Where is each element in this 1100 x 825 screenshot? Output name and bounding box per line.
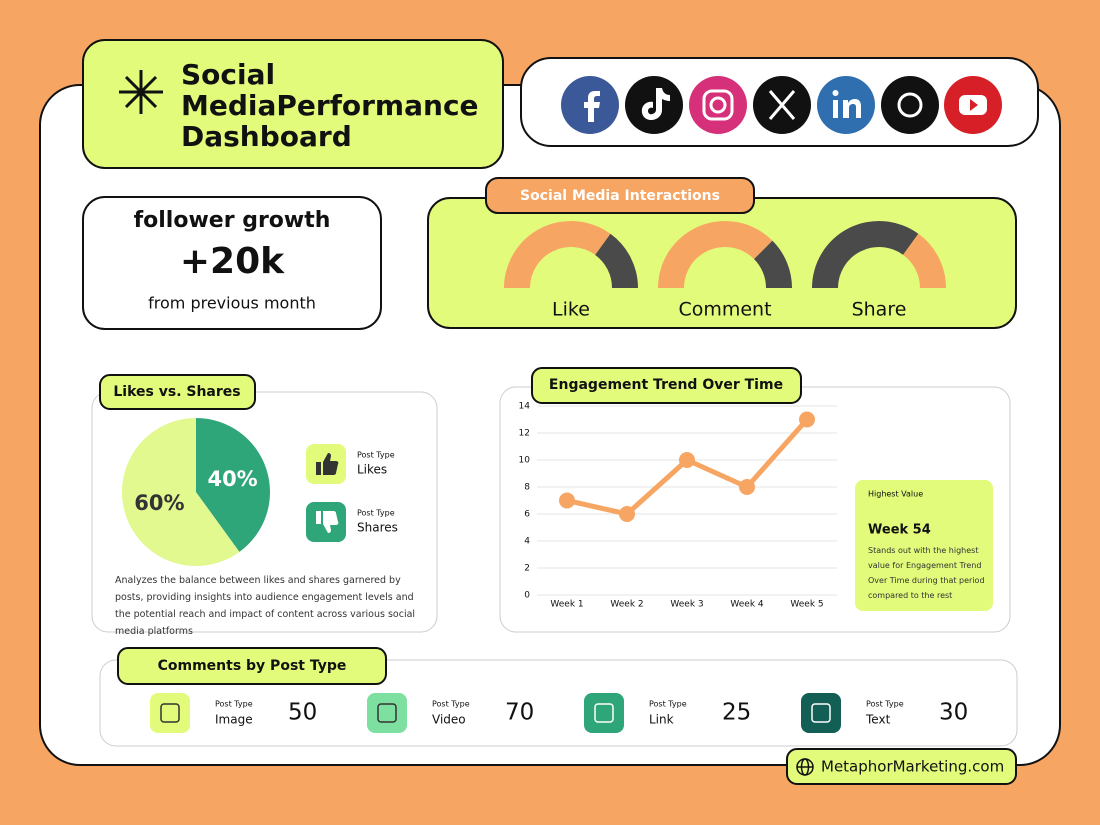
legend-caption: Post Type	[357, 451, 395, 460]
trend-point	[799, 411, 815, 428]
post-type-label: Image	[215, 713, 253, 727]
x-tick-label: Week 5	[790, 600, 823, 610]
y-tick-label: 8	[524, 483, 530, 493]
gauge-track	[812, 221, 919, 288]
y-tick-label: 14	[519, 402, 531, 412]
pie-title: Likes vs. Shares	[113, 384, 240, 400]
pie-label: 60%	[134, 491, 184, 515]
post-type-icon	[584, 693, 624, 733]
comments-header	[117, 647, 387, 685]
pie-header	[99, 374, 256, 410]
trend-point	[619, 506, 635, 522]
post-type-label: Text	[865, 713, 891, 727]
annotation-title: Week 54	[868, 523, 931, 538]
post-type-glyph	[160, 703, 180, 723]
post-type-icon	[150, 693, 190, 733]
y-tick-label: 4	[524, 537, 530, 547]
gauge-label: Share	[852, 299, 907, 321]
x-tick-label: Week 2	[610, 600, 643, 610]
post-type-caption: Post Type	[866, 700, 904, 709]
website: MetaphorMarketing.com	[821, 758, 1004, 776]
gauge-value	[903, 233, 946, 288]
line-title: Engagement Trend Over Time	[549, 377, 783, 393]
y-tick-label: 6	[524, 510, 530, 520]
trend-point	[679, 452, 695, 468]
legend-label: Shares	[357, 521, 398, 535]
post-type-value: 30	[939, 700, 968, 726]
y-tick-label: 10	[519, 456, 531, 466]
post-type-label: Video	[432, 713, 466, 727]
post-type-glyph	[594, 703, 614, 723]
gauge-label: Like	[552, 299, 590, 321]
comments-title: Comments by Post Type	[158, 658, 347, 674]
post-type-value: 50	[288, 700, 317, 726]
pie-label: 40%	[207, 467, 257, 491]
gauge-value	[504, 221, 611, 288]
y-tick-label: 2	[524, 564, 530, 574]
pie-slice	[122, 418, 240, 566]
post-type-glyph	[377, 703, 397, 723]
gauge-track	[753, 240, 792, 288]
gauge-label: Comment	[678, 299, 771, 321]
post-type-value: 70	[505, 700, 534, 726]
title-line: MediaPerformance	[181, 89, 479, 122]
legend-caption: Post Type	[357, 509, 395, 518]
x-tick-label: Week 1	[550, 600, 583, 610]
website-pill	[786, 748, 1017, 785]
post-type-value: 25	[722, 700, 751, 726]
gauge-track	[595, 233, 638, 288]
post-type-caption: Post Type	[215, 700, 253, 709]
post-type-caption: Post Type	[649, 700, 687, 709]
social-icons	[561, 76, 1002, 134]
trend-point	[739, 479, 755, 495]
title-line: Dashboard	[181, 120, 352, 153]
gauge-value	[658, 221, 773, 288]
annotation-text: Stands out with the highest value for En…	[868, 546, 985, 600]
title-box	[82, 39, 504, 169]
thumbs-up-icon	[316, 453, 339, 475]
follower-title: follower growth	[134, 208, 331, 233]
follower-subtitle: from previous month	[148, 294, 316, 313]
interactions-title: Social Media Interactions	[520, 188, 720, 204]
y-tick-label: 0	[524, 591, 530, 601]
line-header	[531, 367, 802, 404]
pie-description: Analyzes the balance between likes and s…	[115, 575, 416, 637]
thumbs-down-icon	[316, 511, 339, 533]
x-tick-label: Week 3	[670, 600, 703, 610]
post-type-icon	[367, 693, 407, 733]
trend-point	[559, 492, 575, 509]
post-type-caption: Post Type	[432, 700, 470, 709]
legend-label: Likes	[357, 463, 387, 477]
annotation-box	[855, 480, 993, 611]
annotation-heading: Highest Value	[868, 490, 923, 499]
y-tick-label: 12	[519, 429, 530, 439]
star-icon	[119, 70, 163, 114]
post-type-glyph	[811, 703, 831, 723]
post-type-label: Link	[649, 713, 674, 727]
x-tick-label: Week 4	[730, 600, 764, 610]
globe-icon	[796, 758, 814, 776]
follower-box	[82, 196, 382, 330]
interactions-header	[485, 177, 755, 214]
post-type-icon	[801, 693, 841, 733]
follower-value: +20k	[180, 241, 285, 282]
title-line: Social	[181, 58, 275, 91]
pie-slice	[196, 418, 271, 552]
